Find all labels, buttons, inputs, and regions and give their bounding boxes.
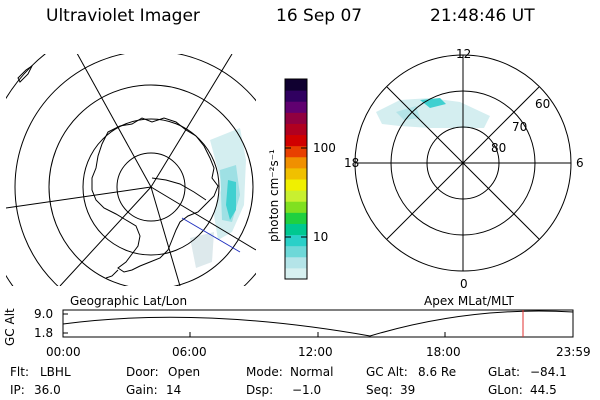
info-mode-label: Mode: <box>246 365 283 379</box>
info-mode-value: Normal <box>290 365 334 379</box>
timeline-ticks <box>62 313 574 337</box>
color-bar-band <box>285 145 307 158</box>
info-ip-label: IP: <box>10 383 25 397</box>
geographic-caption: Geographic Lat/Lon <box>70 294 188 308</box>
altitude-timeline <box>62 309 574 338</box>
antarctica-coastline <box>91 117 219 273</box>
color-bar-band <box>285 234 307 247</box>
info-door-label: Door: <box>126 365 159 379</box>
info-gcalt-value: 8.6 Re <box>418 365 457 379</box>
color-bar-label-100: 100 <box>313 141 336 155</box>
info-gcalt-label: GC Alt: <box>366 365 408 379</box>
apex-lat-label-80: 80 <box>491 141 507 155</box>
instrument-title: Ultraviolet Imager <box>46 6 200 26</box>
timeline-y-tick-high: 9.0 <box>34 307 54 321</box>
info-dsp-value: −1.0 <box>292 383 322 397</box>
color-bar-band <box>285 256 307 269</box>
timeline-x-tick-0600: 06:00 <box>172 345 207 359</box>
ice-shelf-line <box>151 177 207 201</box>
timeline-x-tick-1200: 12:00 <box>298 345 333 359</box>
geo-aurora-emission <box>190 128 246 268</box>
info-dsp-label: Dsp: <box>246 383 274 397</box>
color-bar-band <box>285 190 307 202</box>
info-glon-value: 44.5 <box>530 383 557 397</box>
time-label: 21:48:46 UT <box>430 6 535 26</box>
color-bar-band <box>285 245 307 258</box>
apex-mlt-label-0: 0 <box>460 277 468 291</box>
date-label: 16 Sep 07 <box>276 6 363 26</box>
altitude-curve <box>62 310 574 337</box>
info-seq-label: Seq: <box>366 383 393 397</box>
color-bar-label-10: 10 <box>313 230 329 244</box>
info-glat-value: −84.1 <box>530 365 567 379</box>
color-bar-band <box>285 101 307 113</box>
color-bar-band <box>285 167 307 180</box>
geo-meridians <box>6 54 256 286</box>
timeline-y-label: GC Alt <box>3 308 17 346</box>
color-bar-band <box>285 134 307 147</box>
apex-map <box>354 54 572 272</box>
color-bar-band <box>285 212 307 224</box>
info-flt-value: LBHL <box>40 365 71 379</box>
apex-mlt-label-6: 6 <box>576 156 584 170</box>
apex-lat-label-70: 70 <box>512 120 528 134</box>
info-glat-label: GLat: <box>488 365 521 379</box>
color-bar-band <box>285 267 307 280</box>
apex-mlt-label-18: 18 <box>344 156 360 170</box>
color-bar-band <box>285 179 307 191</box>
info-gain-value: 14 <box>166 383 182 397</box>
apex-mlt-lines <box>355 55 571 271</box>
color-bar <box>285 79 307 280</box>
apex-aurora-emission <box>376 98 490 128</box>
timeline-y-tick-low: 1.8 <box>34 326 54 340</box>
color-bar-band <box>285 79 307 91</box>
color-bar-band <box>285 156 307 169</box>
island-outline <box>17 64 34 83</box>
timeline-x-tick-0000: 00:00 <box>46 345 81 359</box>
apex-mlt-label-12: 12 <box>456 47 472 61</box>
info-seq-value: 39 <box>400 383 416 397</box>
peninsula-tip <box>105 269 119 279</box>
info-gain-label: Gain: <box>126 383 158 397</box>
timeline-x-tick-1800: 18:00 <box>426 345 461 359</box>
info-door-value: Open <box>168 365 201 379</box>
color-bar-band <box>285 223 307 236</box>
geo-latitude-circles <box>6 54 256 286</box>
info-glon-label: GLon: <box>488 383 523 397</box>
color-bar-band <box>285 112 307 124</box>
geo-terminator-line <box>181 217 241 253</box>
color-bar-unit-label: photon cm⁻²s⁻¹ <box>267 149 281 242</box>
color-bar-band <box>285 201 307 213</box>
apex-lat-label-60: 60 <box>535 97 551 111</box>
color-bar-frame <box>284 78 308 280</box>
geographic-map <box>6 54 256 286</box>
timeline-x-tick-2359: 23:59 <box>556 345 591 359</box>
apex-caption: Apex MLat/MLT <box>424 294 514 308</box>
color-bar-band <box>285 90 307 102</box>
color-bar-band <box>285 123 307 136</box>
info-flt-label: Flt: <box>10 365 29 379</box>
info-ip-value: 36.0 <box>34 383 61 397</box>
